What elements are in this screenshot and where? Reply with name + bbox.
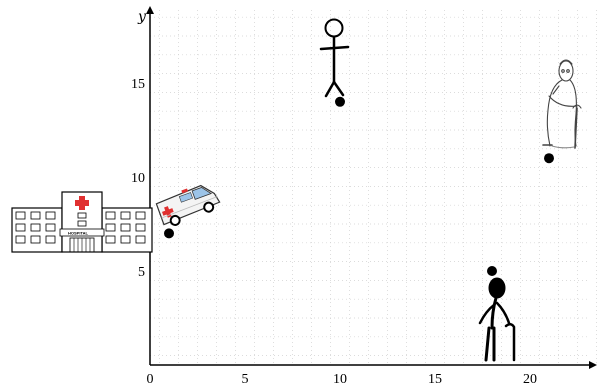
hospital-window xyxy=(105,223,116,232)
hospital-window xyxy=(120,211,131,220)
y-tick-label: 10 xyxy=(131,171,145,186)
x-tick-label: 5 xyxy=(242,372,249,387)
y-tick-label: 15 xyxy=(131,77,145,92)
x-tick-label: 15 xyxy=(428,372,442,387)
hospital-window xyxy=(45,211,56,220)
x-tick-label: 20 xyxy=(523,372,537,387)
ambulance-icon xyxy=(155,184,221,226)
hospital-sign: HOSPITAL xyxy=(68,231,88,236)
hospital-icon: HOSPITAL xyxy=(11,191,153,253)
x-tick-label: 10 xyxy=(333,372,347,387)
y-axis-label: y xyxy=(137,9,147,25)
x-axis-arrow xyxy=(589,361,597,369)
tick-labels: 0 5 10 15 20 5 10 15 xyxy=(131,77,537,387)
elderly-woman-icon xyxy=(542,59,582,149)
stick-person-icon xyxy=(319,18,350,98)
hospital-window xyxy=(135,235,146,244)
point-elderly-woman xyxy=(544,153,554,164)
y-tick-label: 5 xyxy=(138,265,145,280)
hospital-window xyxy=(15,235,26,244)
points xyxy=(164,96,554,276)
hospital-window xyxy=(105,235,116,244)
hospital-window xyxy=(105,211,116,220)
hospital-window xyxy=(120,223,131,232)
grid xyxy=(150,10,597,365)
point-stick-person xyxy=(335,96,345,107)
hospital-window xyxy=(45,223,56,232)
y-axis-arrow xyxy=(146,6,154,14)
hospital-window xyxy=(135,223,146,232)
hospital-window xyxy=(45,235,56,244)
x-tick-label: 0 xyxy=(147,372,154,387)
hospital-window xyxy=(30,211,41,220)
axes: y xyxy=(137,6,597,369)
elderly-man-icon xyxy=(478,277,516,362)
hospital-window xyxy=(15,223,26,232)
hospital-window xyxy=(135,211,146,220)
hospital-window xyxy=(15,211,26,220)
point-ambulance xyxy=(164,228,174,239)
hospital-window xyxy=(120,235,131,244)
hospital-window xyxy=(30,235,41,244)
point-elderly-man xyxy=(487,266,497,276)
hospital-window xyxy=(30,223,41,232)
